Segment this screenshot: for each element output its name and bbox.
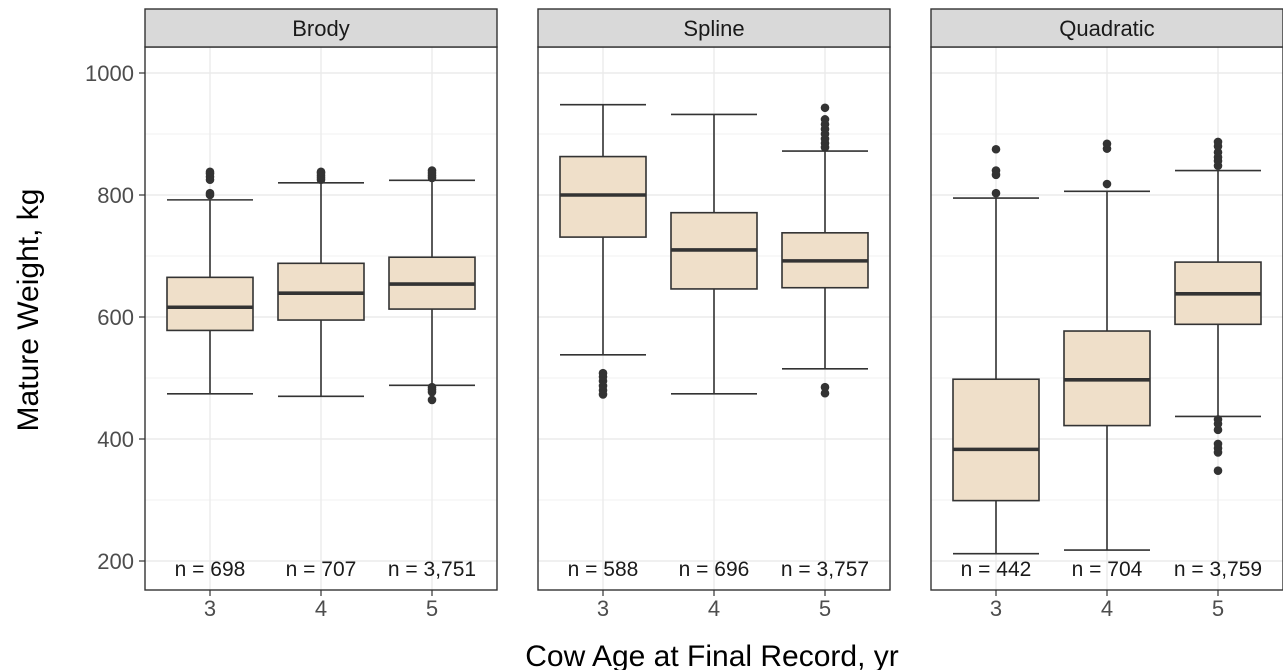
box-spline-5: n = 3,757 bbox=[781, 103, 869, 581]
x-tick-label: 5 bbox=[819, 596, 831, 621]
box-brody-3: n = 698 bbox=[166, 167, 254, 581]
x-tick-label: 4 bbox=[315, 596, 327, 621]
x-axis-title: Cow Age at Final Record, yr bbox=[525, 640, 899, 670]
outlier-point bbox=[1102, 139, 1112, 149]
outlier-point bbox=[1213, 415, 1223, 424]
x-tick-label: 3 bbox=[597, 596, 609, 621]
outlier-point bbox=[1213, 148, 1223, 157]
box-spline-3: n = 588 bbox=[559, 103, 647, 581]
y-tick-label: 600 bbox=[97, 305, 134, 330]
n-label: n = 707 bbox=[286, 558, 357, 581]
y-tick-label: 800 bbox=[97, 183, 134, 208]
outlier-point bbox=[205, 188, 215, 198]
n-label: n = 3,751 bbox=[388, 558, 476, 581]
y-tick-label: 200 bbox=[97, 549, 134, 574]
n-label: n = 442 bbox=[961, 558, 1032, 581]
outlier-point bbox=[1213, 439, 1223, 449]
outlier-point bbox=[1213, 466, 1223, 476]
n-label: n = 704 bbox=[1072, 558, 1143, 581]
n-label: n = 588 bbox=[568, 558, 639, 581]
n-label: n = 698 bbox=[175, 558, 246, 581]
x-tick-label: 4 bbox=[708, 596, 720, 621]
y-tick-label: 400 bbox=[97, 427, 134, 452]
outlier-point bbox=[820, 103, 830, 113]
box-brody-5: n = 3,751 bbox=[388, 166, 476, 581]
box-quadratic-3: n = 442 bbox=[952, 144, 1040, 581]
outlier-point bbox=[598, 368, 608, 378]
outlier-point bbox=[427, 382, 437, 392]
facet-strip-label: Brody bbox=[292, 16, 349, 41]
facet-panel-spline: n = 588 3 n = 696 4 n = 3,757 5 Spline bbox=[537, 8, 891, 621]
facet-panel-brody: n = 698 3 n = 707 4 n = 3,751 5 Brody bbox=[144, 8, 498, 621]
y-axis-title: Mature Weight, kg bbox=[12, 189, 45, 432]
facet-panel-quadratic: n = 442 3 n = 704 4 n = 3,759 5 Quadratic bbox=[930, 8, 1283, 621]
outlier-point bbox=[991, 188, 1001, 198]
outlier-point bbox=[820, 382, 830, 392]
facet-strip bbox=[930, 8, 1283, 48]
box-quadratic-5: n = 3,759 bbox=[1174, 137, 1262, 581]
facet-strip-label: Spline bbox=[683, 16, 744, 41]
outlier-point bbox=[1213, 137, 1223, 147]
box-quadratic-4: n = 704 bbox=[1063, 139, 1151, 581]
outlier-point bbox=[991, 144, 1001, 154]
box-brody-4: n = 707 bbox=[277, 167, 365, 581]
box-iqr bbox=[559, 155, 647, 238]
outlier-point bbox=[1102, 179, 1112, 189]
outlier-point bbox=[820, 115, 830, 124]
facet-strip bbox=[537, 8, 891, 48]
y-axis: 200 400 600 800 1000 bbox=[85, 61, 145, 574]
x-tick-label: 3 bbox=[990, 596, 1002, 621]
facet-strip bbox=[144, 8, 498, 48]
x-tick-label: 3 bbox=[204, 596, 216, 621]
facet-strip-label: Quadratic bbox=[1059, 16, 1154, 41]
x-tick-label: 4 bbox=[1101, 596, 1113, 621]
box-iqr bbox=[166, 276, 254, 332]
outlier-point bbox=[820, 388, 830, 398]
n-label: n = 696 bbox=[679, 558, 750, 581]
y-tick-label: 1000 bbox=[85, 61, 134, 86]
outlier-point bbox=[205, 167, 215, 177]
n-label: n = 3,757 bbox=[781, 558, 869, 581]
n-label: n = 3,759 bbox=[1174, 558, 1262, 581]
x-tick-label: 5 bbox=[426, 596, 438, 621]
box-iqr bbox=[952, 378, 1040, 502]
outlier-point bbox=[1213, 425, 1223, 435]
box-spline-4: n = 696 bbox=[670, 113, 758, 581]
x-tick-label: 5 bbox=[1212, 596, 1224, 621]
outlier-point bbox=[427, 166, 437, 175]
outlier-point bbox=[316, 167, 326, 177]
outlier-point bbox=[427, 395, 437, 405]
outlier-point bbox=[991, 166, 1001, 175]
